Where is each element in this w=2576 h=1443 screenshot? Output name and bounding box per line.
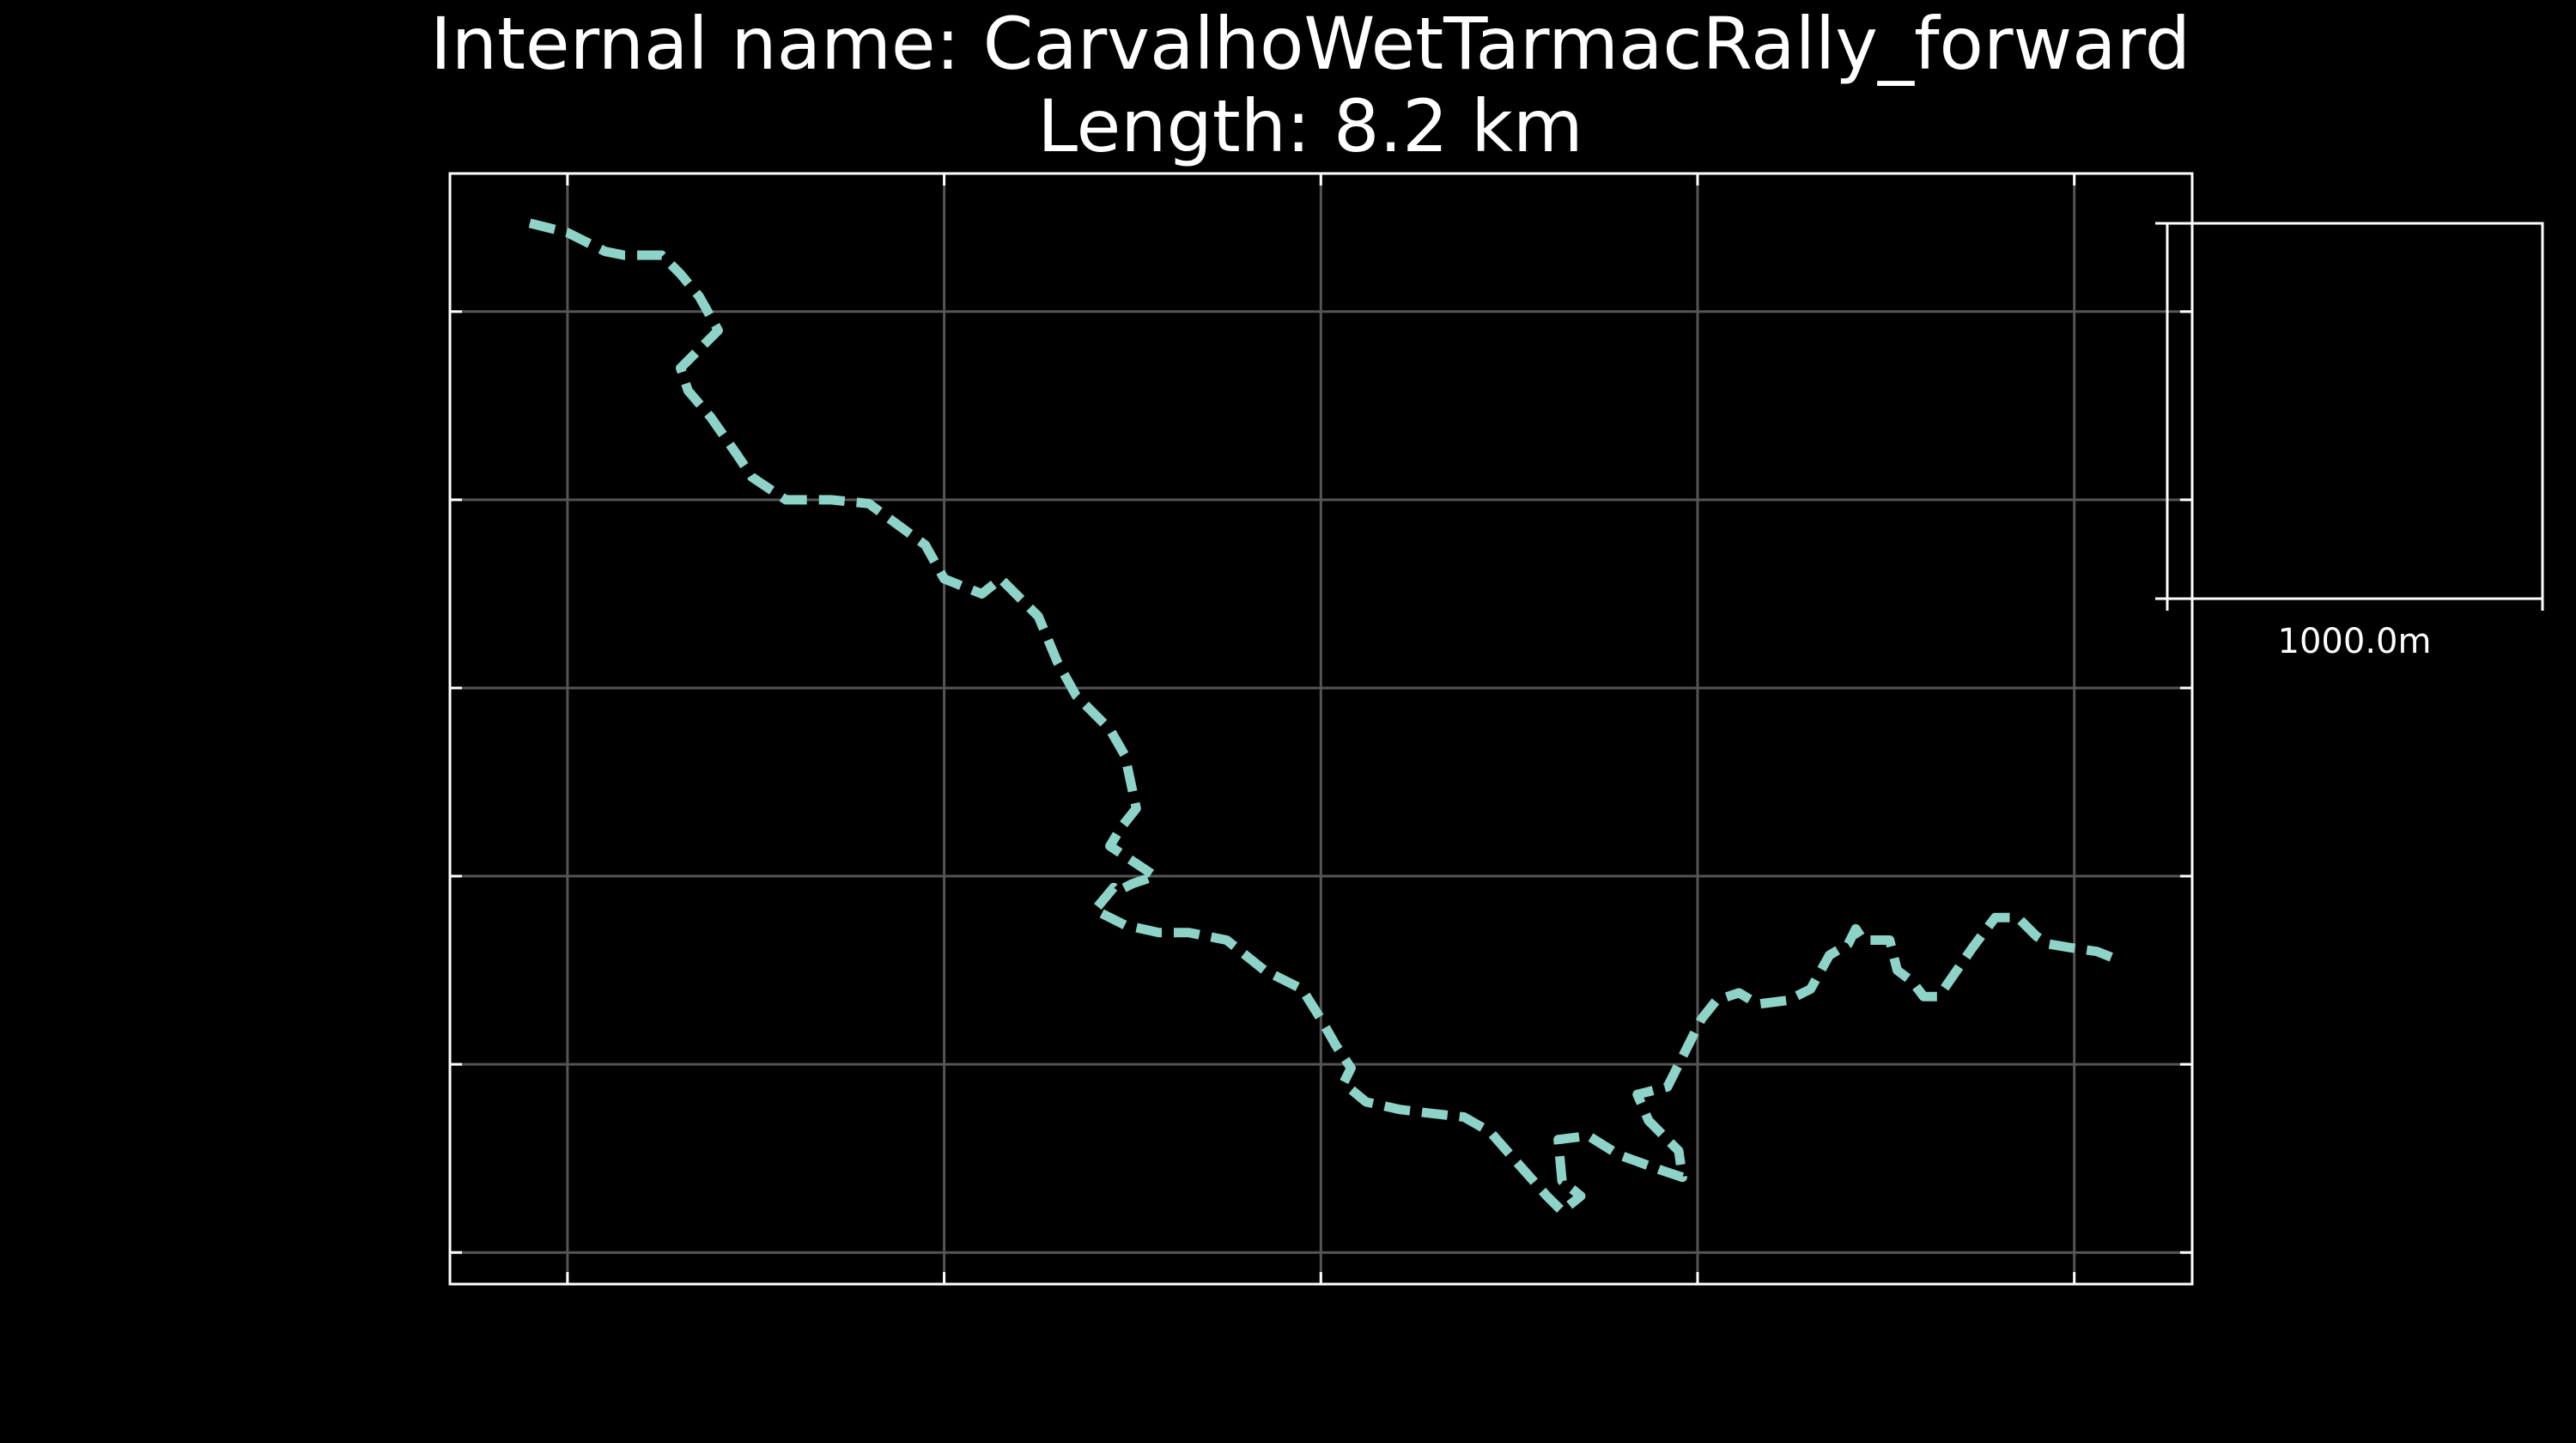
scale-bar-label: 1000.0m (2278, 622, 2432, 661)
axis-ticks (450, 174, 2192, 1284)
grid-lines (450, 174, 2192, 1284)
plot-area-frame (448, 172, 2194, 1286)
scale-bar-inset: 1000.0m (2155, 222, 2544, 661)
chart-subtitle: Length: 8.2 km (1037, 84, 1583, 168)
track-path-line (528, 218, 2117, 1216)
chart-title: Internal name: CarvalhoWetTarmacRally_fo… (430, 2, 2190, 86)
track-path-group (528, 218, 2117, 1216)
scale-bar-frame (2166, 222, 2544, 600)
